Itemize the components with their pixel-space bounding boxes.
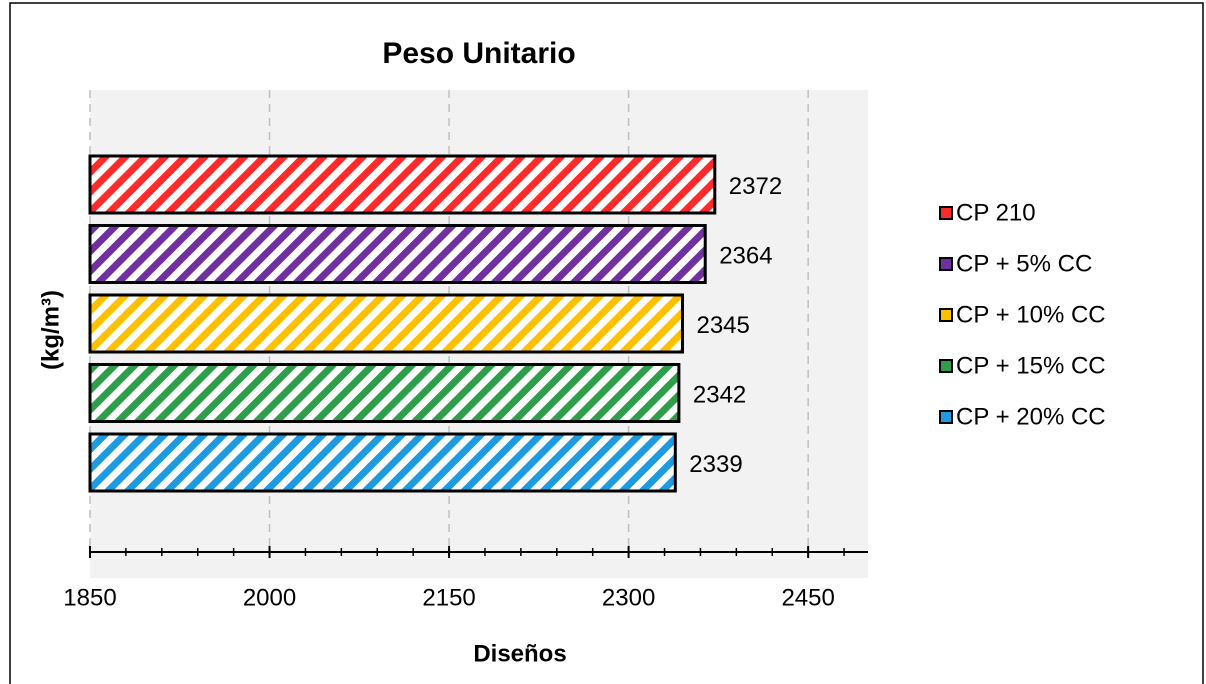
legend-label: CP + 5% CC <box>956 250 1092 277</box>
legend-label: CP + 15% CC <box>956 352 1106 379</box>
x-tick-label: 2300 <box>602 584 655 611</box>
bar <box>88 224 707 284</box>
bar <box>88 293 684 354</box>
x-tick-label: 2000 <box>243 584 296 611</box>
x-tick-label: 2450 <box>781 584 834 611</box>
legend-swatch <box>939 257 953 271</box>
data-label: 2345 <box>696 312 749 339</box>
x-tick-label: 1850 <box>63 584 116 611</box>
chart-title: Peso Unitario <box>382 37 575 70</box>
legend-swatch <box>939 206 953 220</box>
legend-swatch <box>939 410 953 424</box>
legend-label: CP 210 <box>956 199 1036 226</box>
y-axis-label: (kg/m³) <box>37 290 64 370</box>
data-label: 2364 <box>719 242 772 269</box>
data-label: 2339 <box>689 451 742 478</box>
legend-label: CP + 10% CC <box>956 301 1106 328</box>
legend-label: CP + 20% CC <box>956 403 1106 430</box>
legend-swatch <box>939 359 953 373</box>
bar <box>88 154 717 215</box>
bar <box>88 363 681 423</box>
data-label: 2372 <box>729 173 782 200</box>
x-axis-label: Diseños <box>473 640 566 667</box>
bar <box>88 432 677 493</box>
x-tick-label: 2150 <box>422 584 475 611</box>
data-label: 2342 <box>693 381 746 408</box>
legend-swatch <box>939 308 953 322</box>
